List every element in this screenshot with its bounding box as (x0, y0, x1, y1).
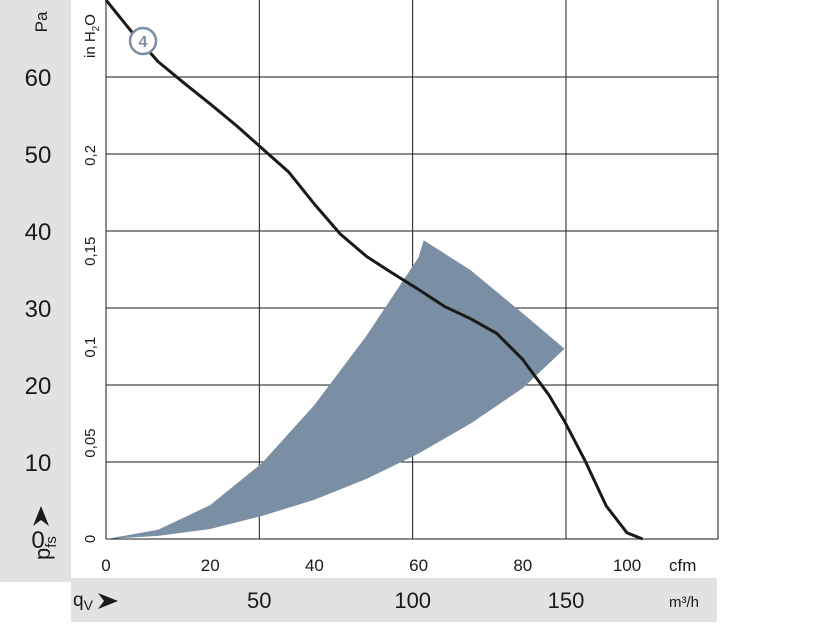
right-tick-label-4: 0,2 (82, 145, 99, 166)
operating-region (106, 240, 565, 539)
x-tick-label-4: 80 (513, 556, 532, 575)
left-axis-tick-labels: 0 10 20 30 40 50 60 (25, 65, 52, 554)
x-axis-arrow-icon (98, 593, 118, 609)
left-tick-label-3: 30 (25, 296, 52, 323)
right-axis-unit: in H2O (82, 14, 102, 58)
x-axis-m3h-tick-labels: 50 100 150 (247, 588, 584, 613)
left-tick-label-1: 10 (25, 450, 52, 477)
series-line-4 (104, 0, 644, 541)
x-tick-label-2: 40 (305, 556, 324, 575)
y-axis-label-sub: fs (43, 536, 60, 548)
left-tick-label-5: 50 (25, 142, 52, 169)
left-tick-label-6: 60 (25, 65, 52, 92)
x-tick-label-0: 0 (101, 556, 110, 575)
x-axis-cfm-unit: cfm (669, 556, 696, 575)
x-axis-cfm-tick-labels: 0 20 40 60 80 100 (101, 556, 641, 575)
right-tick-label-1: 0,05 (82, 428, 99, 457)
x-tick-label-3: 60 (409, 556, 428, 575)
right-tick-label-0: 0 (82, 535, 99, 543)
right-axis-unit-end: O (82, 14, 99, 26)
left-tick-label-2: 20 (25, 373, 52, 400)
left-axis-band (0, 0, 71, 582)
right-tick-label-2: 0,1 (82, 337, 99, 358)
x2-tick-label-0: 50 (247, 588, 271, 613)
x-axis-m3h-label-sub: V (84, 597, 94, 613)
right-tick-label-3: 0,15 (82, 237, 99, 266)
x2-tick-label-1: 100 (394, 588, 431, 613)
x-axis-m3h-label-main: q (73, 590, 84, 611)
right-axis-tick-labels: 0 0,05 0,1 0,15 0,2 (82, 145, 99, 543)
bottom-axis-band (71, 578, 717, 622)
left-tick-label-4: 40 (25, 219, 52, 246)
y-axis-arrow-icon (33, 506, 49, 526)
x-axis-m3h-label: qV (73, 590, 94, 613)
x2-tick-label-2: 150 (548, 588, 585, 613)
y-axis-label-main: p (30, 548, 55, 560)
left-axis-unit: Pa (32, 11, 51, 32)
series-badge-4: 4 (128, 26, 158, 56)
x-axis-m3h-unit: m³/h (669, 594, 699, 611)
y-axis-label: pfs (30, 536, 60, 560)
x-tick-label-5: 100 (613, 556, 641, 575)
series-badge-label: 4 (139, 34, 148, 51)
right-axis-unit-sub: 2 (91, 25, 102, 31)
right-axis-unit-main: in H (82, 31, 99, 58)
left-tick-label-0: 0 (31, 527, 44, 554)
x-tick-label-1: 20 (201, 556, 220, 575)
